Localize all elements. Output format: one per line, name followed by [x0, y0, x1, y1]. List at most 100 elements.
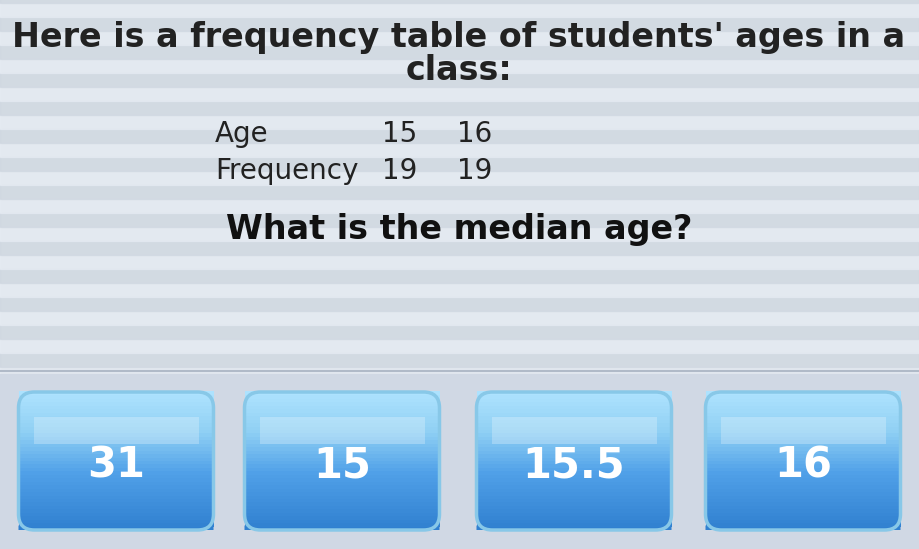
Bar: [18, 515, 213, 520]
Bar: [244, 446, 439, 451]
Bar: [0, 59, 919, 73]
Bar: [476, 401, 672, 406]
Bar: [244, 439, 439, 444]
Bar: [476, 522, 672, 526]
Bar: [0, 297, 919, 311]
Bar: [244, 425, 439, 430]
Bar: [0, 521, 919, 535]
Bar: [476, 418, 672, 423]
Text: 15.5: 15.5: [523, 445, 625, 487]
Bar: [18, 457, 213, 461]
Bar: [18, 446, 213, 451]
Bar: [0, 493, 919, 507]
Bar: [476, 415, 672, 419]
Bar: [244, 519, 439, 523]
Bar: [476, 446, 672, 451]
Bar: [0, 479, 919, 493]
Bar: [476, 425, 672, 430]
Bar: [18, 498, 213, 502]
Bar: [706, 505, 901, 509]
Bar: [244, 515, 439, 520]
Bar: [706, 515, 901, 520]
Bar: [18, 453, 213, 457]
Bar: [0, 3, 919, 17]
Bar: [244, 450, 439, 454]
Bar: [244, 436, 439, 440]
Bar: [476, 484, 672, 489]
Bar: [476, 442, 672, 447]
Bar: [476, 515, 672, 520]
Bar: [476, 394, 672, 399]
Bar: [476, 412, 672, 416]
Bar: [244, 467, 439, 472]
Bar: [0, 339, 919, 353]
Bar: [18, 491, 213, 496]
Bar: [476, 505, 672, 509]
Bar: [0, 199, 919, 213]
Bar: [706, 474, 901, 478]
Bar: [706, 439, 901, 444]
Bar: [0, 143, 919, 157]
Bar: [18, 436, 213, 440]
Bar: [476, 501, 672, 506]
Bar: [476, 429, 672, 433]
Bar: [706, 401, 901, 406]
Bar: [706, 408, 901, 413]
Bar: [476, 391, 672, 395]
Bar: [0, 353, 919, 367]
Bar: [706, 495, 901, 499]
Bar: [0, 381, 919, 395]
Bar: [476, 519, 672, 523]
Bar: [244, 522, 439, 526]
Bar: [244, 470, 439, 475]
Bar: [706, 415, 901, 419]
Bar: [244, 512, 439, 516]
Bar: [476, 470, 672, 475]
Bar: [706, 501, 901, 506]
Bar: [0, 129, 919, 143]
Bar: [706, 477, 901, 481]
Bar: [18, 408, 213, 413]
Bar: [476, 436, 672, 440]
Bar: [18, 470, 213, 475]
Bar: [0, 395, 919, 409]
Bar: [0, 241, 919, 255]
Bar: [706, 484, 901, 489]
Bar: [706, 425, 901, 430]
Bar: [476, 508, 672, 513]
Bar: [244, 457, 439, 461]
Bar: [18, 481, 213, 485]
Bar: [18, 401, 213, 406]
Bar: [18, 442, 213, 447]
Bar: [0, 465, 919, 479]
Bar: [476, 491, 672, 496]
Bar: [0, 87, 919, 101]
Bar: [706, 488, 901, 492]
Bar: [18, 501, 213, 506]
Bar: [476, 450, 672, 454]
Bar: [244, 429, 439, 433]
Bar: [18, 474, 213, 478]
Bar: [476, 512, 672, 516]
Bar: [244, 495, 439, 499]
Bar: [476, 408, 672, 413]
Bar: [244, 498, 439, 502]
Bar: [706, 467, 901, 472]
Bar: [476, 474, 672, 478]
Bar: [706, 398, 901, 402]
Bar: [244, 484, 439, 489]
Bar: [18, 512, 213, 516]
Bar: [0, 31, 919, 45]
Bar: [0, 45, 919, 59]
Bar: [706, 481, 901, 485]
Bar: [18, 415, 213, 419]
Text: 31: 31: [87, 445, 145, 487]
Bar: [0, 157, 919, 171]
Text: class:: class:: [405, 54, 513, 87]
Bar: [0, 185, 919, 199]
Bar: [18, 439, 213, 444]
FancyBboxPatch shape: [244, 525, 439, 530]
Bar: [18, 450, 213, 454]
Bar: [0, 374, 919, 549]
Text: 15: 15: [382, 120, 417, 148]
